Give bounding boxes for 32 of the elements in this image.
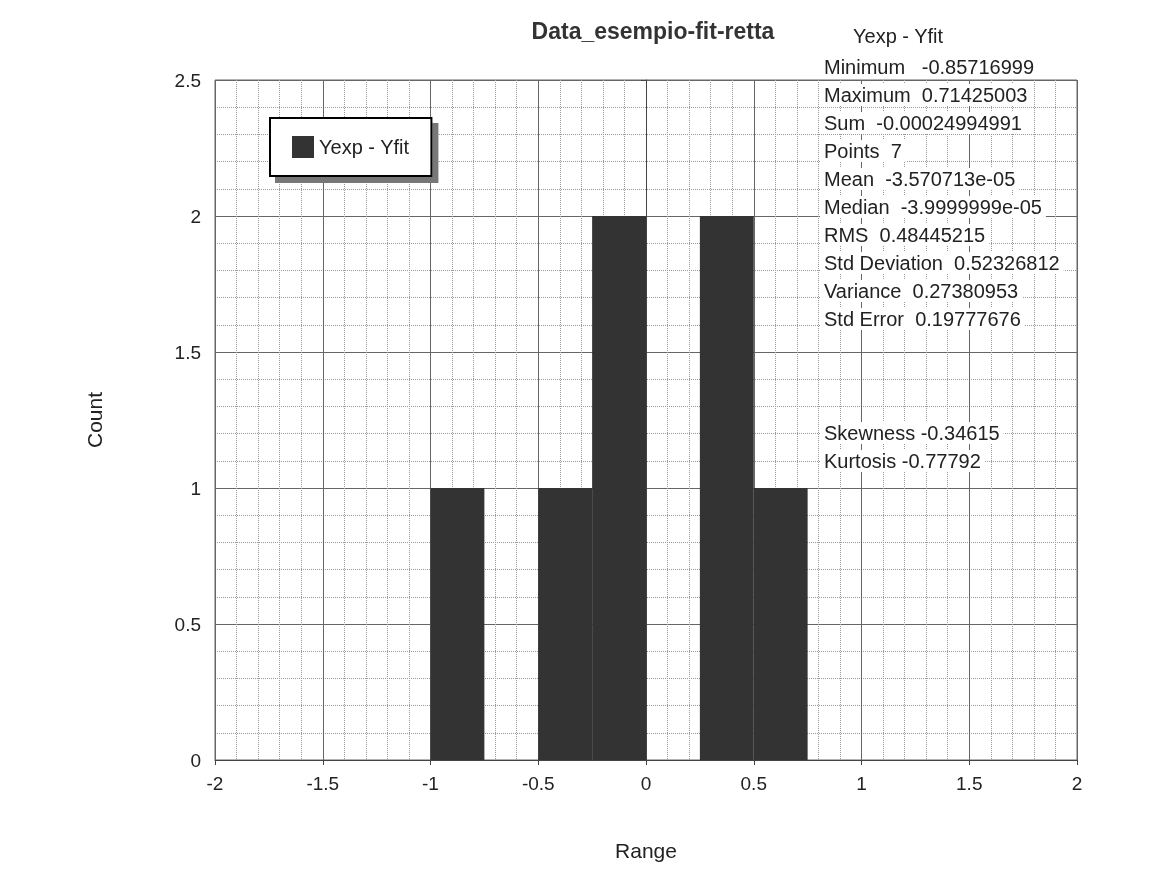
- y-tick-label: 1: [190, 477, 201, 499]
- legend-label: Yexp - Yfit: [319, 136, 410, 158]
- annotation: RMS 0.48445215: [824, 224, 986, 246]
- text: Minimum -0.85716999: [824, 56, 1035, 78]
- annotation: Kurtosis -0.77792: [824, 450, 981, 472]
- annotation: Points 7: [824, 140, 902, 162]
- annotation: Sum -0.00024994991: [824, 112, 1022, 134]
- y-tick-label: 0.5: [174, 613, 201, 635]
- annotation: Skewness -0.34615: [824, 422, 1000, 444]
- x-tick-label: 1.5: [956, 773, 983, 794]
- y-axis-title: Count: [83, 391, 106, 449]
- annotation: Mean -3.570713e-05: [824, 168, 1016, 190]
- x-tick-label: 2: [1071, 773, 1083, 794]
- annotation: Variance 0.27380953: [824, 280, 1019, 302]
- x-tick-label: 0.5: [740, 773, 767, 794]
- annotation: Std Deviation 0.52326812: [824, 252, 1060, 274]
- y-tick-label: 2: [190, 205, 201, 227]
- x-tick-label: -1: [422, 773, 439, 794]
- x-tick-label: 1: [856, 773, 867, 794]
- y-tick-label: 2.5: [174, 69, 201, 91]
- chart-title: Data_esempio-fit-retta: [531, 17, 775, 44]
- annotation: Maximum 0.71425003: [824, 84, 1028, 106]
- y-tick-label: 0: [190, 749, 201, 771]
- x-tick-label: -2: [206, 773, 224, 794]
- x-tick-label: -0.5: [521, 773, 555, 794]
- x-axis-title: Range: [615, 839, 677, 862]
- annotation: Std Error 0.19777676: [824, 308, 1021, 330]
- x-tick-label: -1.5: [306, 773, 340, 794]
- x-tick-label: 0: [640, 773, 652, 794]
- annotation: Median -3.9999999e-05: [824, 196, 1042, 218]
- text: Yexp - Yfit: [853, 25, 944, 47]
- y-tick-label: 1.5: [174, 341, 201, 363]
